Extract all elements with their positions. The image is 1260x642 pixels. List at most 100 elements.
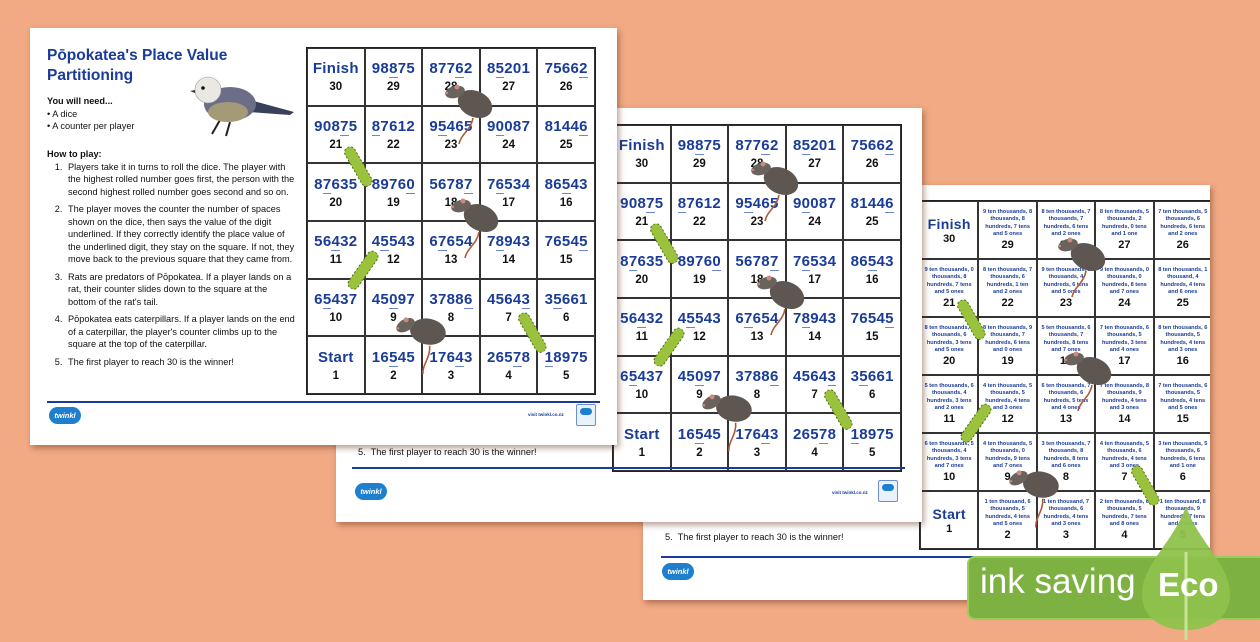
square-number: 85201 [792,137,837,156]
square-index: 2 [390,369,397,382]
square-index: 18 [444,196,458,209]
board-square-3: 17643 3 [728,413,786,471]
place-value-words: 4 ten thousands, 5 thousands, 5 hundreds… [983,382,1033,411]
underlined-digit: 5 [322,290,332,309]
square-index: 8 [447,311,455,324]
square-number: 75662 [544,60,588,79]
underlined-digit: 6 [761,137,770,156]
place-value-words: 2 ten thousands, 6 thousands, 5 hundreds… [1099,498,1149,527]
board-square-6: 3 ten thousands, 5 thousands, 6 hundreds… [1153,433,1210,491]
board-square-27: 85201 27 [785,125,844,183]
board-square-1: Start 1 [920,491,979,549]
finish-label: Finish [312,60,359,78]
board-square-7: 4 ten thousands, 5 thousands, 6 hundreds… [1095,433,1154,491]
board-square-22: 87612 22 [364,105,423,164]
square-index: 30 [635,158,649,171]
game-board: Finish 30 98875 29 87762 28 85201 27 75662 26 9087… [306,47,596,395]
square-number: 87612 [677,194,721,213]
board-square-28: 87762 28 [422,48,480,106]
board-square-9: 45097 9 [364,278,423,337]
square-index: 7 [505,311,512,324]
place-value-words: 3 ten thousands, 5 thousands, 6 hundreds… [1158,440,1208,469]
square-index: 12 [386,254,400,267]
square-index: 6 [562,311,570,324]
place-value-words: 9 ten thousands, 0 thousands, 0 hundreds… [1099,266,1149,295]
square-number: 45097 [371,290,416,309]
worksheet-title: Pōpokatea's Place Value Partitioning [47,47,228,84]
square-number: 95465 [429,117,473,136]
board-square-5: 18975 5 [843,413,901,471]
board-square-15: 76545 15 [843,298,901,356]
square-index: 9 [696,388,703,401]
board-square-29: 98875 29 [670,125,729,183]
square-index: 10 [329,311,343,324]
square-number: 86543 [544,175,588,194]
rule-item: The first player to reach 30 is the winn… [65,356,297,369]
square-index: 16 [1176,355,1189,368]
square-index: 21 [943,297,956,310]
place-value-words: 5 ten thousands, 6 thousands, 7 hundreds… [1041,324,1091,353]
twinkl-logo: twinkl [49,407,81,424]
underlined-digit: 6 [579,117,588,136]
underlined-digit: 7 [744,310,753,329]
underlined-digit: 5 [561,175,571,194]
place-value-words: 8 ten thousands, 5 thousands, 2 hundreds… [1099,208,1149,237]
board-square-18: 5 ten thousands, 6 thousands, 7 hundreds… [1036,317,1096,375]
footer-divider [661,556,1210,558]
board-square-11: 56432 11 [307,221,365,279]
board-square-13: 67654 13 [422,221,480,279]
board-square-27: 85201 27 [479,48,538,106]
square-index: 1 [638,446,645,459]
underlined-digit: 7 [340,117,349,136]
square-number: 37886 [735,367,779,386]
square-index: 4 [505,369,512,382]
board-square-6: 35661 6 [843,355,901,414]
board-square-3: 17643 3 [422,336,480,394]
board-square-19: 89760 19 [670,240,729,298]
underlined-digit: 0 [495,117,505,136]
square-number: 18975 [850,425,894,444]
underlined-digit: 4 [455,348,464,367]
square-index: 13 [1059,413,1073,426]
place-value-words: 7 ten thousands, 8 thousands, 9 hundreds… [1099,382,1149,411]
square-index: 20 [943,355,956,368]
underlined-digit: 5 [801,137,811,156]
underlined-digit: 7 [646,194,655,213]
square-index: 30 [329,81,343,94]
board-square-13: 6 ten thousands, 7 thousands, 6 hundreds… [1036,375,1096,433]
board-square-3: 1 ten thousand, 7 thousands, 6 hundreds,… [1036,491,1096,549]
square-index: 24 [1118,297,1131,310]
square-index: 27 [502,81,515,94]
square-number: 75662 [850,137,894,156]
quality-badge-icon [878,480,898,502]
square-index: 27 [808,158,821,171]
board-square-18: 56787 18 [422,163,480,221]
square-number: 90087 [486,117,531,136]
board-square-8: 37886 8 [728,355,786,414]
square-number: 89760 [677,252,721,271]
square-index: 13 [750,331,764,344]
twinkl-logo: twinkl [662,563,694,580]
eco-label: Eco [1158,566,1219,603]
square-index: 15 [865,331,879,344]
underlined-digit: 5 [867,252,877,271]
board-square-24: 9 ten thousands, 0 thousands, 0 hundreds… [1095,259,1154,317]
square-index: 26 [559,81,573,94]
underlined-digit: 7 [818,425,828,444]
square-number: 87635 [620,252,664,271]
underlined-digit: 5 [628,367,638,386]
square-index: 22 [386,138,400,151]
start-label: Start [623,425,660,443]
place-value-words: 5 ten thousands, 6 thousands, 4 hundreds… [924,382,974,411]
board-square-2: 16545 2 [364,336,423,394]
board-square-11: 5 ten thousands, 6 thousands, 4 hundreds… [920,375,979,433]
square-number: 45543 [371,233,416,252]
board-square-26: 7 ten thousands, 5 thousands, 6 hundreds… [1153,201,1210,259]
square-index: 27 [1118,239,1131,252]
square-number: 81446 [544,117,588,136]
square-index: 28 [444,81,458,94]
rule-item: Rats are predators of Pōpokatea. If a pl… [65,271,297,309]
square-index: 24 [808,215,821,228]
square-number: 87612 [371,117,415,136]
board-square-28: 8 ten thousands, 7 thousands, 7 hundreds… [1036,201,1096,259]
